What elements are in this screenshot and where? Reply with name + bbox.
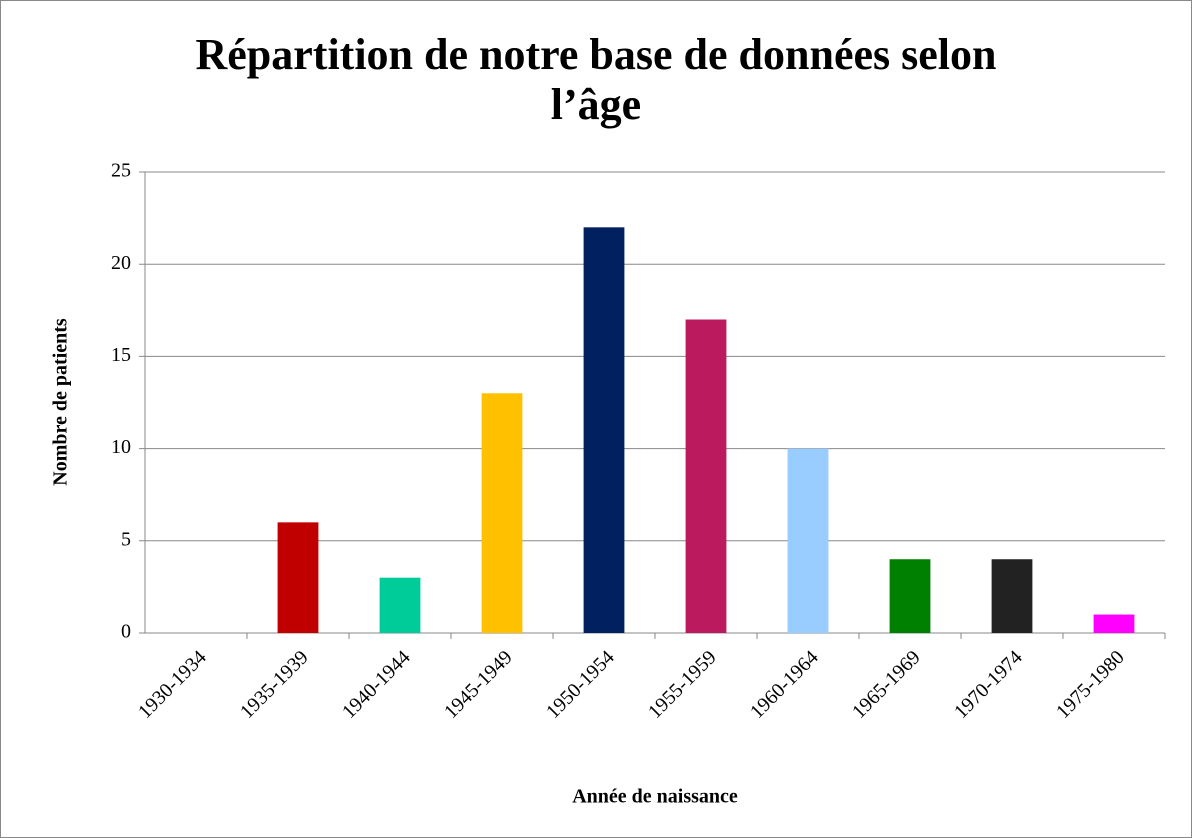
chart-title: Répartition de notre base de données sel… (195, 30, 997, 129)
bar (1093, 614, 1135, 633)
bar (889, 559, 931, 633)
y-tick-label: 10 (111, 436, 131, 458)
bar (991, 559, 1033, 633)
bar (787, 448, 829, 633)
y-axis-label: Nombre de patients (50, 318, 72, 486)
bar (583, 227, 625, 633)
y-tick-label: 25 (111, 160, 131, 182)
x-axis-label: Année de naissance (572, 786, 738, 808)
y-tick-label: 0 (121, 621, 131, 643)
bar (685, 319, 727, 633)
y-tick-label: 15 (111, 344, 131, 366)
bar (277, 522, 319, 633)
bar (379, 577, 421, 633)
y-tick-label: 20 (111, 252, 131, 274)
bar (481, 393, 523, 633)
y-tick-label: 5 (121, 528, 131, 550)
